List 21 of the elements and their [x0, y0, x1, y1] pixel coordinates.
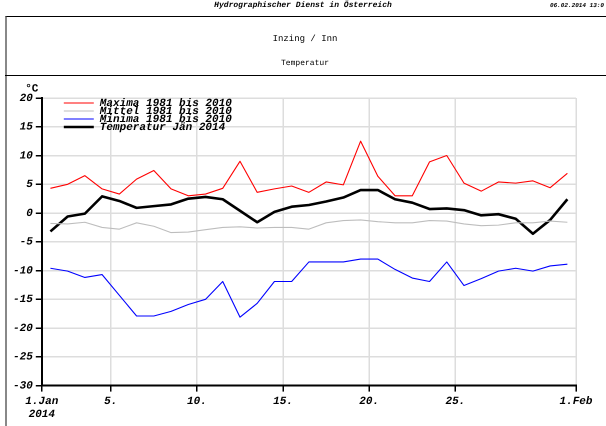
chart-title: Inzing / Inn [272, 34, 338, 44]
y-tick-label: -15 [12, 294, 34, 306]
y-tick-label: 0 [26, 208, 34, 220]
x-tick-label: 10. [186, 396, 207, 408]
y-tick-label: 20 [20, 92, 34, 105]
y-tick-label: -30 [12, 380, 34, 392]
text: Hydrographischer Dienst in Österreich [214, 1, 392, 10]
x-tick-label: 1.Feb [559, 396, 593, 408]
x-tick-label: 20. [359, 396, 380, 408]
chart-subtitle: Temperatur [280, 59, 330, 68]
x-tick-label: 25. [445, 396, 466, 408]
y-tick-label: -20 [12, 322, 34, 335]
x-tick-label: 15. [273, 396, 293, 408]
y-tick-label: -10 [12, 265, 34, 278]
y-tick-label: 15 [20, 122, 34, 134]
y-tick-label: -5 [20, 236, 34, 249]
x-tick-label: 1.Jan 2014 [25, 396, 59, 422]
y-tick-label: -25 [12, 352, 34, 364]
y-tick-label: 10 [20, 150, 34, 162]
x-tick-label: 5. [104, 396, 118, 408]
y-tick-label: 5 [26, 179, 34, 192]
